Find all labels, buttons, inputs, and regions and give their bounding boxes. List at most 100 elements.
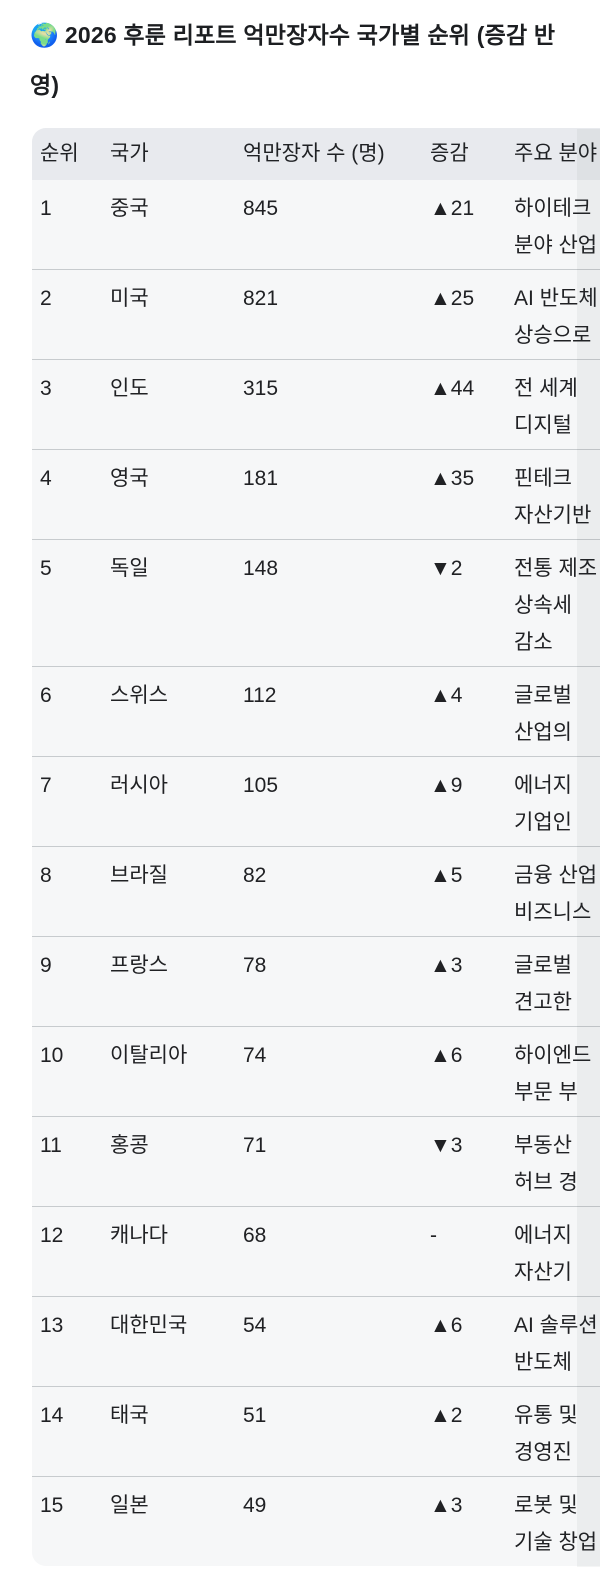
table-row: 10 이탈리아 74 ▲6 하이엔드 부문 부 <box>32 1026 600 1116</box>
sector-cell: 전통 제조 상속세 감소 <box>514 550 600 661</box>
sector-line: 글로벌 <box>514 684 572 707</box>
billionaire-rank-table: 순위 국가 억만장자 수 (명) 증감 주요 분야 1 중국 845 ▲21 하… <box>32 128 600 1566</box>
country-cell: 태국 <box>110 1404 149 1427</box>
sector-cell: 핀테크 자산기반 <box>514 460 600 534</box>
table-header-row: 순위 국가 억만장자 수 (명) 증감 주요 분야 <box>32 128 600 180</box>
rank-cell: 11 <box>40 1134 62 1157</box>
sector-line: 기술 창업 <box>514 1531 598 1554</box>
sector-line: 금융 산업 <box>514 864 598 887</box>
rank-cell: 7 <box>40 774 52 797</box>
change-cell: ▲6 <box>430 1314 463 1337</box>
rank-cell: 15 <box>40 1494 64 1517</box>
change-cell: ▲5 <box>430 864 463 887</box>
sector-line: 상속세 <box>514 594 572 617</box>
change-cell: ▲2 <box>430 1404 463 1427</box>
change-cell: - <box>430 1224 437 1247</box>
change-cell: ▲3 <box>430 1494 463 1517</box>
sector-line: 글로벌 <box>514 954 572 977</box>
sector-line: 감소 <box>514 631 553 654</box>
sector-line: 부동산 <box>514 1134 572 1157</box>
sector-line: 자산기 <box>514 1261 572 1284</box>
rank-cell: 13 <box>40 1314 64 1337</box>
sector-cell: 하이엔드 부문 부 <box>514 1037 600 1111</box>
count-cell: 181 <box>243 467 279 490</box>
sector-line: 허브 경 <box>514 1171 578 1194</box>
change-cell: ▼2 <box>430 557 463 580</box>
country-cell: 대한민국 <box>110 1314 188 1337</box>
sector-line: 부문 부 <box>514 1081 578 1104</box>
sector-line: 기업인 <box>514 811 572 834</box>
rank-cell: 9 <box>40 954 52 977</box>
sector-line: 비즈니스 <box>514 901 592 924</box>
table-row: 5 독일 148 ▼2 전통 제조 상속세 감소 <box>32 539 600 666</box>
column-header-count: 억만장자 수 (명) <box>243 142 385 165</box>
count-cell: 71 <box>243 1134 267 1157</box>
country-cell: 일본 <box>110 1494 149 1517</box>
rank-cell: 1 <box>40 197 52 220</box>
column-header-rank: 순위 <box>40 142 79 165</box>
sector-line: AI 솔루션 <box>514 1314 598 1337</box>
rank-cell: 12 <box>40 1224 64 1247</box>
table-row: 3 인도 315 ▲44 전 세계 디지털 <box>32 359 600 449</box>
count-cell: 51 <box>243 1404 267 1427</box>
count-cell: 78 <box>243 954 267 977</box>
sector-cell: 에너지 자산기 <box>514 1217 600 1291</box>
table-row: 13 대한민국 54 ▲6 AI 솔루션 반도체 <box>32 1296 600 1386</box>
country-cell: 프랑스 <box>110 954 168 977</box>
count-cell: 68 <box>243 1224 267 1247</box>
count-cell: 821 <box>243 287 279 310</box>
table-row: 4 영국 181 ▲35 핀테크 자산기반 <box>32 449 600 539</box>
globe-icon: 🌍 <box>30 22 59 48</box>
rank-cell: 5 <box>40 557 52 580</box>
count-cell: 49 <box>243 1494 267 1517</box>
sector-line: 산업의 <box>514 721 572 744</box>
sector-line: 에너지 <box>514 774 572 797</box>
sector-cell: 로봇 및 기술 창업 <box>514 1487 600 1561</box>
rank-cell: 3 <box>40 377 52 400</box>
change-cell: ▲3 <box>430 954 463 977</box>
country-cell: 이탈리아 <box>110 1044 188 1067</box>
sector-line: 경영진 <box>514 1441 572 1464</box>
country-cell: 독일 <box>110 557 149 580</box>
count-cell: 112 <box>243 684 277 707</box>
sector-line: 반도체 <box>514 1351 572 1374</box>
count-cell: 74 <box>243 1044 267 1067</box>
table-row: 12 캐나다 68 - 에너지 자산기 <box>32 1206 600 1296</box>
column-header-country: 국가 <box>110 142 149 165</box>
column-header-change: 증감 <box>430 142 469 165</box>
sector-line: 상승으로 <box>514 324 592 347</box>
rank-cell: 8 <box>40 864 52 887</box>
sector-line: 견고한 <box>514 991 572 1014</box>
country-cell: 캐나다 <box>110 1224 168 1247</box>
rank-cell: 6 <box>40 684 52 707</box>
change-cell: ▲44 <box>430 377 475 400</box>
country-cell: 브라질 <box>110 864 168 887</box>
sector-line: AI 반도체 <box>514 287 598 310</box>
sector-line: 디지털 <box>514 414 572 437</box>
page-title: 🌍 2026 후룬 리포트 억만장자수 국가별 순위 (증감 반영) <box>30 10 578 110</box>
country-cell: 스위스 <box>110 684 168 707</box>
rank-cell: 2 <box>40 287 52 310</box>
count-cell: 105 <box>243 774 279 797</box>
change-cell: ▲35 <box>430 467 475 490</box>
count-cell: 82 <box>243 864 267 887</box>
country-cell: 미국 <box>110 287 149 310</box>
sector-line: 자산기반 <box>514 504 592 527</box>
sector-line: 유통 및 <box>514 1404 578 1427</box>
rank-cell: 14 <box>40 1404 64 1427</box>
change-cell: ▲4 <box>430 684 463 707</box>
table-row: 7 러시아 105 ▲9 에너지 기업인 <box>32 756 600 846</box>
page-title-text: 2026 후룬 리포트 억만장자수 국가별 순위 (증감 반영) <box>30 22 556 98</box>
sector-line: 분야 산업 <box>514 234 598 257</box>
country-cell: 홍콩 <box>110 1134 149 1157</box>
